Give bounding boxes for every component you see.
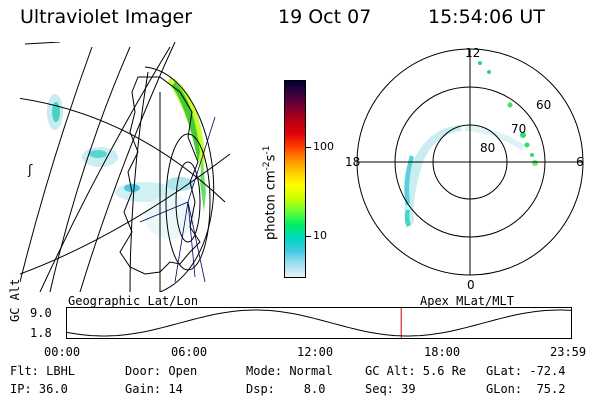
left-aurora (47, 77, 206, 239)
altitude-ylabel: GC Alt (8, 278, 22, 322)
mode-status: Mode: Normal (246, 364, 333, 378)
colorbar-tick-10 (306, 236, 311, 237)
colorbar-title-exp2: -1 (262, 145, 272, 155)
filter-status: Flt: LBHL (10, 364, 76, 378)
instrument-title: Ultraviolet Imager (20, 6, 193, 28)
right-aurora (404, 61, 538, 227)
lat-label-80: 80 (480, 141, 495, 155)
altitude-plot (66, 307, 572, 339)
colorbar-title-mid: s (263, 154, 279, 162)
glat-status: GLat: -72.4 (486, 364, 566, 378)
mlt-label-18: 18 (345, 155, 360, 169)
seq-status: Seq: 39 (365, 382, 416, 396)
lat-label-60: 60 (536, 98, 551, 112)
colorbar-title-base: photon cm (263, 170, 279, 240)
colorbar-title-exp1: -2 (262, 161, 272, 171)
altitude-frame (66, 307, 572, 339)
colorbar-tick-100 (306, 147, 311, 148)
geographic-caption: Geographic Lat/Lon (68, 294, 199, 308)
altitude-ytick-high: 9.0 (30, 306, 52, 320)
time-tick-0000: 00:00 (44, 345, 81, 359)
apex-caption: Apex MLat/MLT (420, 294, 514, 308)
ip-status: IP: 36.0 (10, 382, 68, 396)
gcalt-status: GC Alt: 5.6 Re (365, 364, 467, 378)
colorbar-label-10: 10 (313, 229, 327, 242)
dsp-status: Dsp: 8.0 (246, 382, 326, 396)
colorbar-label-100: 100 (313, 140, 334, 153)
altitude-ytick-low: 1.8 (30, 326, 52, 340)
colorbar-gradient (285, 81, 305, 277)
time-tick-1200: 12:00 (297, 345, 334, 359)
glon-status: GLon: 75.2 (486, 382, 566, 396)
colorbar (284, 80, 306, 278)
time-tick-0600: 06:00 (171, 345, 208, 359)
time-label: 15:54:06 UT (428, 6, 545, 28)
polar-plot: 12 18 6 0 60 70 80 (345, 46, 584, 292)
time-tick-1800: 18:00 (424, 345, 461, 359)
mlt-label-0: 0 (467, 278, 475, 292)
location-marker: ʃ (27, 163, 33, 178)
mlt-label-12: 12 (465, 46, 480, 60)
colorbar-title: photon cm-2s-1 (262, 146, 278, 240)
mlt-label-6: 6 (576, 155, 584, 169)
lat-label-70: 70 (511, 122, 526, 136)
door-status: Door: Open (125, 364, 198, 378)
date-label: 19 Oct 07 (278, 6, 372, 28)
geographic-map: ʃ (20, 42, 230, 292)
altitude-curve (66, 309, 572, 337)
gain-status: Gain: 14 (125, 382, 183, 396)
time-tick-2359: 23:59 (550, 345, 587, 359)
